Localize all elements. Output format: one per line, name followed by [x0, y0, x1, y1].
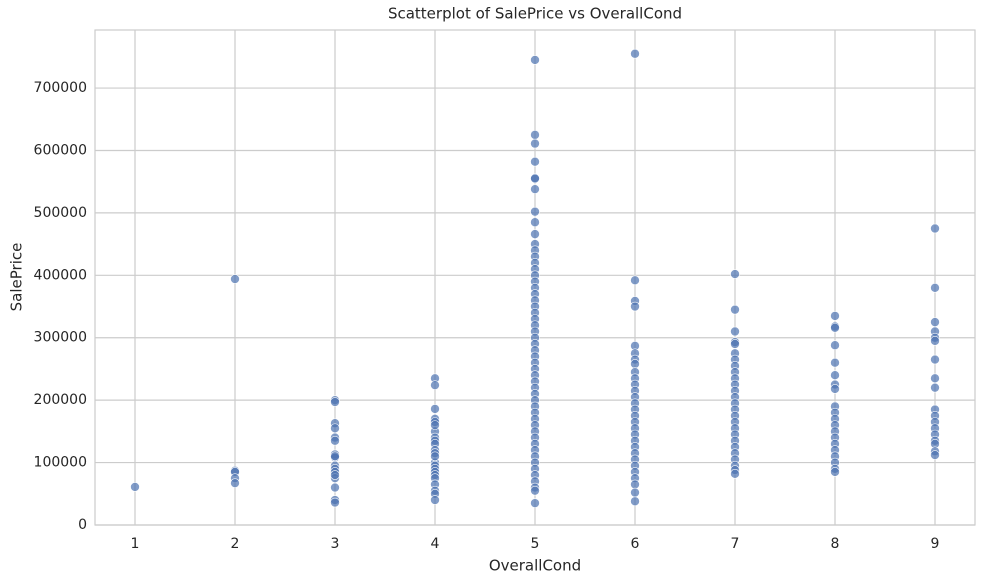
point: [930, 382, 940, 393]
point: [530, 485, 540, 496]
point: [430, 380, 440, 390]
point: [930, 354, 940, 365]
point: [530, 184, 540, 194]
point: [430, 404, 440, 414]
point: [730, 469, 740, 479]
point: [530, 55, 540, 65]
point: [530, 206, 540, 217]
y-tick-label: 600000: [34, 142, 87, 158]
point: [730, 304, 740, 315]
y-tick-label: 700000: [34, 80, 87, 96]
point: [930, 373, 940, 384]
point: [430, 420, 440, 430]
point: [830, 357, 840, 368]
y-tick-label: 100000: [34, 455, 87, 471]
point: [630, 487, 640, 498]
point: [630, 359, 640, 369]
point: [530, 173, 540, 184]
point: [330, 435, 340, 446]
point: [830, 467, 840, 477]
x-tick-label: 1: [131, 536, 140, 552]
y-axis-label: SalePrice: [8, 243, 26, 312]
x-tick-label: 3: [331, 536, 340, 552]
x-tick-label: 2: [231, 536, 240, 552]
y-tick-label: 200000: [34, 392, 87, 408]
point: [830, 340, 840, 351]
point: [930, 336, 940, 346]
point: [230, 274, 240, 284]
x-tick-label: 4: [431, 536, 440, 552]
point: [330, 482, 340, 493]
point: [730, 269, 740, 279]
x-tick-label: 7: [731, 536, 740, 552]
y-tick-label: 400000: [34, 267, 87, 283]
point: [430, 451, 440, 462]
point: [230, 478, 240, 488]
x-tick-label: 8: [831, 536, 840, 552]
point: [830, 370, 840, 380]
y-tick-label: 500000: [34, 205, 87, 221]
x-tick-label: 9: [931, 536, 940, 552]
x-axis-label: OverallCond: [489, 557, 581, 575]
point: [530, 217, 540, 228]
point: [530, 130, 540, 140]
point: [630, 48, 640, 59]
x-tick-label: 6: [631, 536, 640, 552]
point: [330, 423, 340, 434]
point: [630, 496, 640, 507]
chart-title: Scatterplot of SalePrice vs OverallCond: [388, 5, 682, 23]
x-tick-label: 5: [531, 536, 540, 552]
point: [830, 311, 840, 321]
point: [330, 470, 340, 480]
point: [530, 156, 540, 167]
point: [830, 384, 840, 394]
point: [930, 317, 940, 327]
point: [130, 482, 140, 492]
plot-frame: [94, 29, 976, 526]
y-tick-label: 0: [78, 517, 87, 533]
point: [530, 498, 540, 508]
point: [430, 495, 440, 505]
point: [630, 275, 640, 286]
point: [330, 397, 340, 407]
point: [730, 326, 740, 337]
point: [530, 138, 540, 149]
y-tick-label: 300000: [34, 330, 87, 346]
point: [930, 223, 940, 234]
point: [630, 301, 640, 312]
point: [530, 229, 540, 239]
point: [930, 450, 940, 460]
point: [330, 497, 340, 508]
point: [930, 282, 940, 293]
point: [630, 479, 640, 490]
point: [830, 322, 840, 333]
point: [330, 451, 340, 462]
point: [730, 339, 740, 349]
